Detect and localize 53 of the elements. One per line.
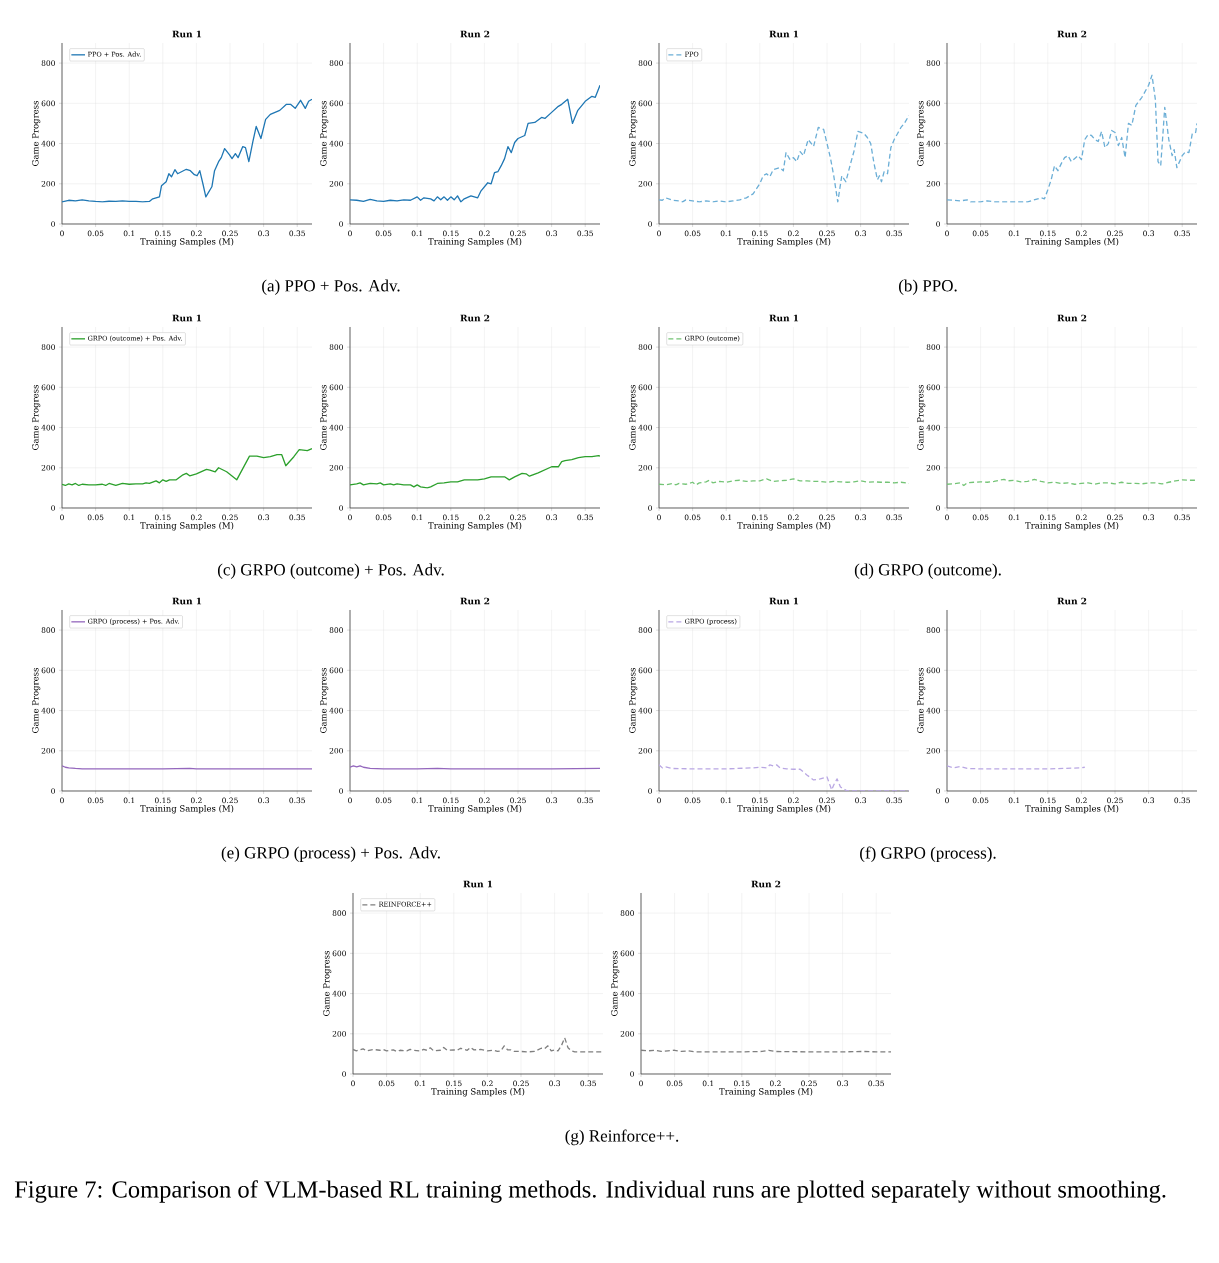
x-axis-title: Training Samples (M) (428, 805, 522, 814)
chart-title: Run 2 (460, 314, 490, 322)
text: (a) PPO + Pos. Adv. (262, 279, 400, 295)
y-axis-title: Game Progress (320, 668, 329, 733)
chart-title: Run 1 (172, 314, 202, 322)
y-axis-title: Game Progress (917, 101, 926, 166)
y-axis-title: Game Progress (629, 385, 638, 450)
line-series (947, 478, 1198, 487)
y-axis-title: Game Progress (323, 951, 332, 1016)
chart-title: Run 2 (751, 880, 781, 888)
chart-title: Run 1 (769, 314, 799, 322)
y-axis-title: Game Progress (629, 668, 638, 733)
chart-title: Run 2 (460, 597, 490, 605)
y-axis-title: Game Progress (917, 668, 926, 733)
y-axis-title: Game Progress (917, 385, 926, 450)
y-axis-title: Game Progress (32, 668, 41, 733)
x-axis-title: Training Samples (M) (428, 238, 522, 247)
y-axis-title: Game Progress (32, 385, 41, 450)
x-axis-title: Training Samples (M) (140, 805, 234, 814)
chart-title: Run 1 (463, 880, 493, 888)
x-axis-title: Training Samples (M) (1025, 522, 1119, 531)
text: (f) GRPO (process). (860, 846, 996, 863)
chart-title: Run 2 (460, 30, 490, 38)
text: (d) GRPO (outcome). (854, 563, 1001, 579)
y-axis-title: Game Progress (32, 101, 41, 166)
x-axis-title: Training Samples (M) (737, 238, 831, 247)
x-axis-title: Training Samples (M) (737, 805, 831, 814)
x-axis-title: Training Samples (M) (428, 522, 522, 531)
x-axis-title: Training Samples (M) (431, 1088, 525, 1097)
x-axis-title: Training Samples (M) (140, 522, 234, 531)
x-axis-title: Training Samples (M) (1025, 805, 1119, 814)
chart-title: Run 1 (172, 30, 202, 38)
chart-title: Run 1 (769, 30, 799, 38)
y-axis-title: Game Progress (629, 101, 638, 166)
text: (c) GRPO (outcome) + Pos. Adv. (217, 563, 444, 579)
chart-title: Run 1 (172, 597, 202, 605)
x-axis-title: Training Samples (M) (719, 1088, 813, 1097)
chart-title: Run 2 (1057, 30, 1087, 38)
text: (e) GRPO (process) + Pos. Adv. (221, 846, 440, 862)
y-axis-title: Game Progress (320, 385, 329, 450)
chart-title: Run 2 (1057, 314, 1087, 322)
y-axis-title: Game Progress (320, 101, 329, 166)
chart-title: Run 1 (769, 597, 799, 605)
x-axis-title: Training Samples (M) (737, 522, 831, 531)
text: (b) PPO. (899, 279, 957, 295)
y-axis-title: Game Progress (611, 951, 620, 1016)
x-axis-title: Training Samples (M) (1025, 238, 1119, 247)
line-series (62, 98, 312, 203)
x-axis-title: Training Samples (M) (140, 238, 234, 247)
line-series (62, 448, 312, 487)
text: (g) Reinforce++. (565, 1129, 679, 1146)
caption: Figure 7: Comparison of VLM-based RL training methods. Individual runs are plotted separately without smoothing. (14, 1180, 1166, 1203)
chart-title: Run 2 (1057, 597, 1087, 605)
